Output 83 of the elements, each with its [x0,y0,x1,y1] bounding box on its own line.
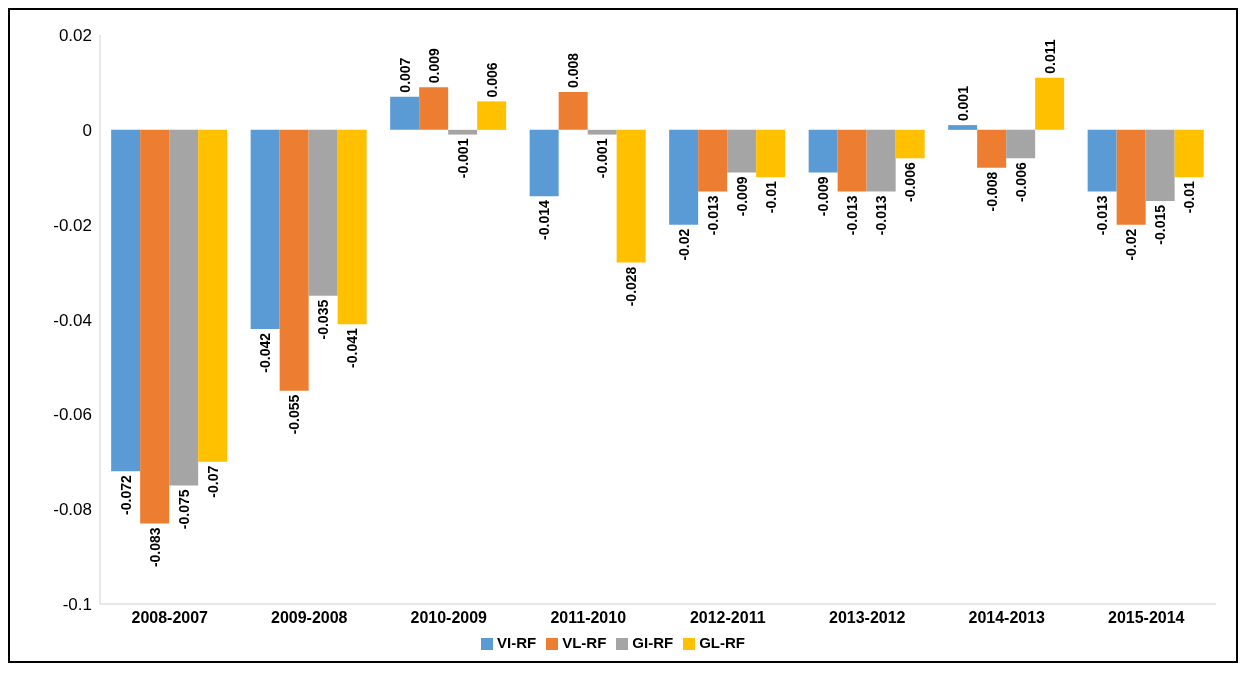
data-label: -0.008 [983,171,1000,212]
data-label: -0.075 [175,489,192,530]
data-label: -0.014 [536,200,553,240]
legend-label: GL-RF [699,634,745,651]
bar [1145,129,1175,201]
bar [866,129,896,192]
bar [279,129,309,391]
data-label: -0.041 [344,328,361,368]
data-label: -0.02 [675,228,692,261]
data-label: -0.055 [286,394,303,435]
legend-label: VI-RF [497,634,537,651]
bar [529,129,559,197]
y-tick-label: -0.04 [53,310,92,330]
data-label: -0.01 [762,181,779,214]
bar [140,129,170,524]
data-label: -0.083 [146,527,163,568]
x-tick-label: 2009-2008 [270,609,348,627]
bar [669,129,699,225]
bar [895,129,925,159]
bar [587,129,617,135]
bar [948,125,978,130]
bar [337,129,367,325]
bar [198,129,228,462]
data-label: 0.006 [483,62,500,98]
y-tick-label: -0.02 [53,215,92,235]
data-label: -0.001 [454,138,471,179]
data-label: -0.042 [257,332,274,373]
bar [977,129,1007,168]
bar [111,129,141,472]
bar [1006,129,1036,159]
data-label: 0.011 [1041,39,1058,74]
x-tick-label: 2012-2011 [689,609,766,627]
bar [169,129,199,486]
bar [419,87,449,130]
data-label: -0.006 [902,162,919,202]
bar [1035,77,1065,130]
bar [616,129,646,263]
data-label: -0.013 [873,195,890,236]
data-label: -0.001 [594,138,611,179]
bar [698,129,728,192]
bar [1174,129,1204,178]
bar [756,129,786,178]
x-tick-label: 2008-2007 [131,609,209,627]
data-label: -0.013 [1094,195,1111,236]
bar [1087,129,1117,192]
bar [558,91,588,130]
y-tick-label: -0.06 [53,405,92,425]
y-tick-label: -0.08 [53,500,92,520]
data-label: -0.006 [1012,162,1029,202]
bar [727,129,757,173]
data-label: -0.01 [1181,181,1198,214]
data-label: -0.013 [704,195,721,236]
data-label: 0.007 [396,57,413,93]
bar [837,129,867,192]
data-label: -0.02 [1123,228,1140,261]
y-tick-label: 0 [82,120,92,140]
data-label: -0.028 [623,266,640,307]
data-label: -0.009 [815,176,832,217]
legend-label: VL-RF [562,634,607,651]
bar [1116,129,1146,225]
bar [390,96,420,130]
legend-label: GI-RF [632,634,674,651]
data-label: 0.008 [565,52,582,88]
x-tick-label: 2014-2013 [968,609,1046,627]
data-label: -0.07 [204,465,221,498]
data-label: -0.013 [844,195,861,236]
bar [448,129,478,135]
bar [308,129,338,296]
bar [250,129,280,329]
data-label: -0.015 [1152,204,1169,245]
data-label: 0.001 [954,85,971,122]
data-label: -0.072 [117,475,134,515]
bar [477,101,507,130]
x-tick-label: 2013-2012 [828,609,906,627]
data-label: -0.009 [733,176,750,217]
x-tick-label: 2011-2010 [550,609,627,627]
y-tick-label: 0.02 [58,26,92,46]
x-tick-label: 2015-2014 [1107,609,1185,627]
x-tick-label: 2010-2009 [410,609,488,627]
y-tick-label: -0.1 [62,595,92,615]
data-label: -0.035 [315,299,332,340]
data-label: 0.009 [425,47,442,84]
bar [808,129,838,173]
